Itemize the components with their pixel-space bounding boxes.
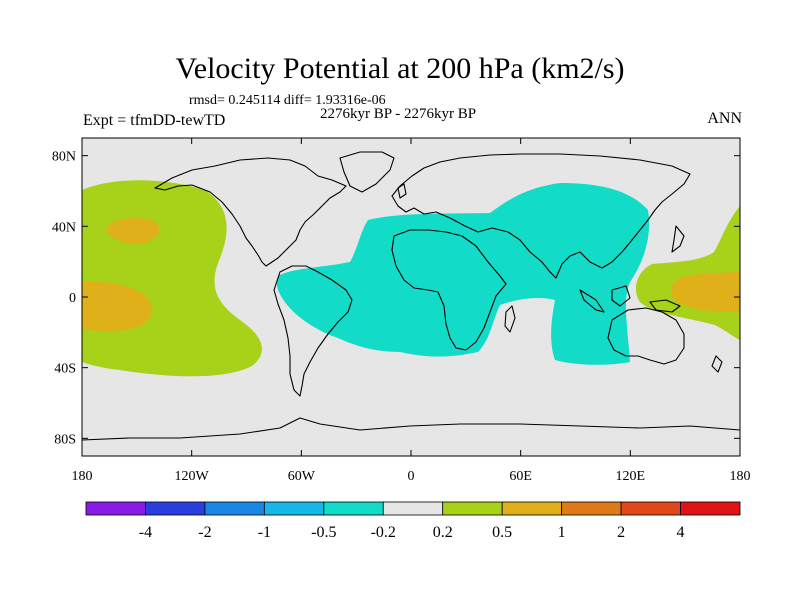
colorbar-level-label: -1 (258, 524, 271, 541)
lat-tick-label: 0 (69, 291, 76, 306)
contour-region-negative-atlantic-indian (276, 183, 650, 365)
colorbar-level-label: 0.2 (433, 524, 453, 541)
coastline-new-guinea (649, 299, 681, 313)
coastline-borneo (611, 285, 631, 307)
colorbar-level-label: -2 (198, 524, 211, 541)
colorbar-level-label: -0.2 (371, 524, 396, 541)
colorbar-swatch (382, 501, 444, 516)
lon-tick-label: 180 (730, 469, 751, 484)
colorbar-level-label: 1 (558, 524, 566, 541)
coastline-africa (391, 229, 507, 351)
colorbar-level-label: 2 (617, 524, 625, 541)
experiment-label: Expt = tfmDD-tewTD (83, 112, 226, 129)
lat-tick-label: 40N (52, 220, 76, 235)
season-label: ANN (707, 110, 742, 127)
coastline-greenland (339, 151, 395, 193)
contour-region-positive-north-pacific-core (106, 218, 160, 244)
coastline-australia (607, 307, 685, 365)
lon-tick-label: 0 (408, 469, 415, 484)
coastline-south-america (273, 265, 353, 397)
colorbar-swatch (145, 501, 206, 516)
colorbar-swatch (620, 501, 681, 516)
lat-tick-label: 80S (54, 432, 76, 447)
longitude-axis: 180 120W 60W 0 60E 120E 180 (72, 138, 751, 484)
time-period-label: 2276kyr BP - 2276kyr BP (320, 106, 477, 122)
lon-tick-label: 120W (175, 469, 210, 484)
colorbar-swatch (323, 501, 384, 516)
colorbar-swatch (561, 501, 622, 516)
colorbar: -4 -2 -1 -0.5 -0.2 0.2 0.5 1 2 4 (85, 501, 741, 541)
coastline-new-zealand (711, 355, 723, 373)
colorbar-swatch (204, 501, 265, 516)
coastline-north-america (154, 157, 347, 267)
colorbar-swatch (501, 501, 563, 516)
contour-region-positive-west-pacific-core (671, 272, 740, 312)
coastline-layer (82, 151, 740, 441)
coastline-eurasia (391, 153, 691, 279)
map-panel: 80N 40N 0 40S 80S 180 120W 60W 0 60E 120E 180 (52, 137, 751, 484)
latitude-axis: 80N 40N 0 40S 80S (52, 150, 740, 447)
lat-tick-label: 80N (52, 150, 76, 165)
lon-tick-label: 60E (509, 469, 532, 484)
colorbar-level-label: -4 (139, 524, 152, 541)
contour-fill-layer (82, 180, 740, 377)
coastline-sumatra (579, 289, 605, 313)
colorbar-swatch (680, 501, 741, 516)
lon-tick-label: 60W (288, 469, 316, 484)
colorbar-swatch (85, 501, 146, 516)
coastline-antarctica (82, 417, 740, 441)
contour-region-positive-tropical-pacific-core (82, 281, 152, 331)
colorbar-swatch (442, 501, 503, 516)
colorbar-swatch (263, 501, 325, 516)
colorbar-level-label: 0.5 (492, 524, 512, 541)
coastline-madagascar (504, 305, 516, 333)
lon-tick-label: 180 (72, 469, 93, 484)
lat-tick-label: 40S (54, 362, 76, 377)
coastline-uk (397, 183, 407, 199)
chart-title: Velocity Potential at 200 hPa (km2/s) (175, 52, 625, 85)
lon-tick-label: 120E (616, 469, 646, 484)
rmsd-diff-stats: rmsd= 0.245114 diff= 1.93316e-06 (189, 93, 386, 108)
colorbar-level-label: -0.5 (311, 524, 336, 541)
coastline-japan (671, 225, 685, 253)
colorbar-level-label: 4 (677, 524, 685, 541)
